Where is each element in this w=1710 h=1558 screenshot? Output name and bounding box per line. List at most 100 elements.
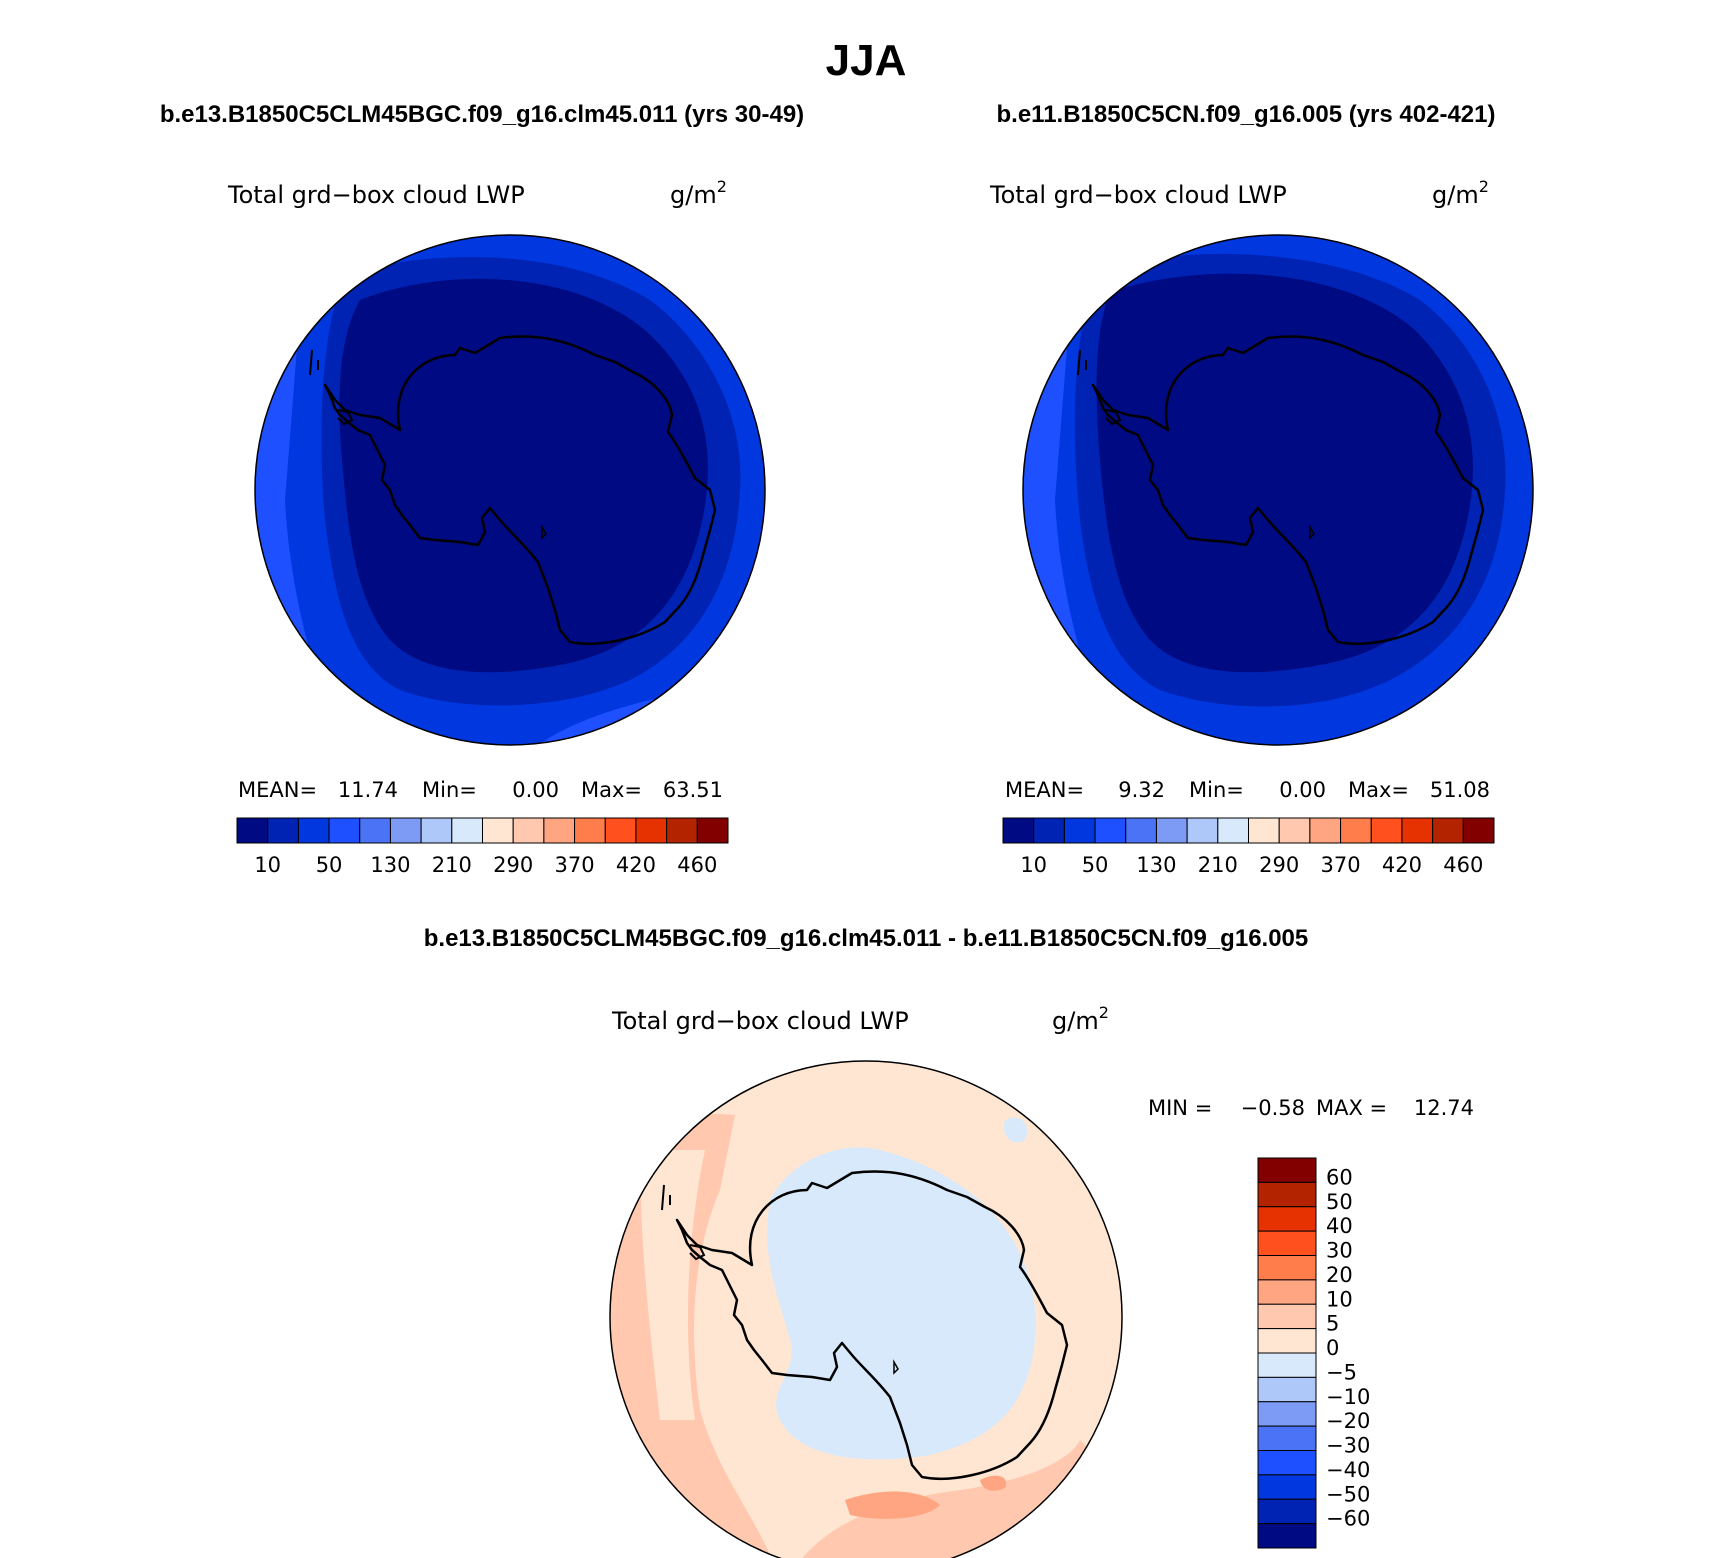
panel-b-colorbar-swatch [1309, 817, 1342, 844]
panel-a-mean-label: MEAN= [238, 778, 317, 802]
panel-c-colorbar-swatch [1257, 1303, 1317, 1330]
panel-c-colorbar-tick-label: 30 [1326, 1239, 1353, 1263]
panel-c-colorbar-tick-label: 10 [1326, 1287, 1353, 1311]
panel-c-colorbar-tick-label: 20 [1326, 1263, 1353, 1287]
panel-a-map [255, 235, 765, 745]
panel-a-mean-value: 11.74 [338, 778, 398, 802]
panel-a-colorbar-tick-label: 460 [677, 853, 717, 877]
panel-a-colorbar-swatch [297, 817, 330, 844]
panel-a-colorbar-swatch [482, 817, 514, 844]
panel-b-colorbar-tick-label: 10 [1020, 853, 1047, 877]
panel-a-colorbar-swatch [359, 817, 391, 844]
panel-a-field-core [339, 278, 708, 673]
panel-c-colorbar-swatch [1257, 1206, 1317, 1232]
panel-c-colorbar-tick-label: 60 [1326, 1165, 1353, 1189]
panel-b-case-title: b.e11.B1850C5CN.f09_g16.005 (yrs 402-421… [997, 101, 1496, 128]
panel-c-colorbar-swatch [1257, 1181, 1317, 1208]
panel-c-colorbar-tick-label: −50 [1326, 1482, 1370, 1506]
panel-b-colorbar-tick-label: 130 [1136, 853, 1176, 877]
panel-b-colorbar-tick-label: 460 [1443, 853, 1483, 877]
panel-a-colorbar: 10 50 130 210 290 370 420 460 [236, 817, 729, 877]
panel-c-variable: Total grd−box cloud LWP [611, 1007, 909, 1035]
panel-b-colorbar-tick-label: 50 [1082, 853, 1109, 877]
panel-b: b.e11.B1850C5CN.f09_g16.005 (yrs 402-421… [989, 101, 1534, 877]
panel-b-units-exp: 2 [1479, 177, 1489, 196]
panel-b-colorbar: 10 50 130 210 290 370 420 460 [1002, 817, 1495, 877]
panel-a-colorbar-tick-label: 210 [432, 853, 472, 877]
panel-c-map-border [609, 1060, 1123, 1558]
panel-a-colorbar-tick-label: 370 [555, 853, 595, 877]
panel-a-colorbar-swatch [328, 817, 361, 844]
panel-b-colorbar-swatch [1002, 817, 1035, 844]
panel-b-colorbar-swatch [1186, 817, 1219, 844]
panel-c-units-exp: 2 [1099, 1003, 1109, 1022]
panel-b-colorbar-swatch [1217, 817, 1249, 844]
panel-b-colorbar-swatch [1063, 817, 1096, 844]
panel-c-colorbar-tick-label: 0 [1326, 1336, 1339, 1360]
panel-c-colorbar-swatch [1257, 1401, 1317, 1427]
panel-b-max-value: 51.08 [1430, 778, 1490, 802]
panel-a-colorbar-swatch [236, 817, 269, 844]
panel-c-colorbar-swatch [1257, 1523, 1317, 1549]
panel-a-colorbar-swatch [604, 817, 637, 844]
panel-b-colorbar-swatch [1155, 817, 1188, 844]
panel-c-colorbar-swatch [1257, 1279, 1317, 1305]
panel-a-variable: Total grd−box cloud LWP [227, 181, 525, 209]
panel-a-colorbar-swatch [543, 817, 576, 844]
panel-a-min-label: Min= [422, 778, 477, 802]
panel-b-colorbar-swatch [1033, 817, 1065, 844]
panel-c: b.e13.B1850C5CLM45BGC.f09_g16.clm45.011 … [424, 925, 1474, 1558]
panel-b-colorbar-swatch [1370, 817, 1403, 844]
panel-b-mean-label: MEAN= [1005, 778, 1084, 802]
panel-c-colorbar-tick-label: −20 [1326, 1409, 1370, 1433]
panel-b-colorbar-swatch [1248, 817, 1280, 844]
panel-a-colorbar-swatch [666, 817, 698, 844]
panel-c-minmax: MIN = −0.58 MAX = 12.74 [1148, 1096, 1474, 1120]
panel-c-colorbar-tick-label: 5 [1326, 1312, 1339, 1336]
panel-a-colorbar-tick-label: 10 [254, 853, 281, 877]
panel-a-colorbar-swatch [574, 817, 606, 844]
panel-a-colorbar-swatch [696, 817, 729, 844]
panel-c-field-negative-east [1003, 1117, 1028, 1143]
panel-b-min-label: Min= [1189, 778, 1244, 802]
panel-b-colorbar-tick-label: 420 [1382, 853, 1422, 877]
panel-c-colorbar-swatch [1257, 1157, 1317, 1183]
panel-b-colorbar-swatch [1278, 817, 1311, 844]
panel-c-colorbar-swatch [1257, 1450, 1317, 1476]
panel-a-colorbar-tick-label: 420 [616, 853, 656, 877]
panel-a-colorbar-tick-label: 130 [370, 853, 410, 877]
panel-c-field-south-strong-2 [980, 1475, 1006, 1491]
panel-c-colorbar-swatch [1257, 1328, 1317, 1354]
panel-b-stats: MEAN= 9.32 Min= 0.00 Max= 51.08 [1005, 778, 1490, 802]
panel-c-max-value: 12.74 [1414, 1096, 1474, 1120]
panel-a-case-title: b.e13.B1850C5CLM45BGC.f09_g16.clm45.011 … [160, 101, 804, 128]
panel-b-map-border [1022, 234, 1534, 746]
panel-b-colorbar-swatch [1462, 817, 1495, 844]
panel-c-colorbar-tick-label: −30 [1326, 1434, 1370, 1458]
panel-a-colorbar-swatch [512, 817, 545, 844]
panel-c-case-title: b.e13.B1850C5CLM45BGC.f09_g16.clm45.011 … [424, 925, 1309, 952]
panel-a-max-value: 63.51 [663, 778, 723, 802]
panel-b-colorbar-tick-label: 290 [1259, 853, 1299, 877]
panel-c-min-label: MIN = [1148, 1096, 1212, 1120]
panel-a-colorbar-swatch [267, 817, 299, 844]
panel-b-max-label: Max= [1348, 778, 1409, 802]
panel-b-field-core [1096, 273, 1473, 673]
panel-b-colorbar-swatch [1401, 817, 1434, 844]
panel-c-colorbar-swatch [1257, 1498, 1317, 1525]
panel-c-map [610, 1061, 1122, 1558]
panel-c-colorbar-swatch [1257, 1352, 1317, 1378]
panel-b-colorbar-swatch [1340, 817, 1372, 844]
panel-c-units: g/m2 [1052, 1003, 1109, 1035]
panel-b-min-value: 0.00 [1279, 778, 1326, 802]
panel-c-colorbar-swatch [1257, 1376, 1317, 1403]
panel-a: b.e13.B1850C5CLM45BGC.f09_g16.clm45.011 … [160, 101, 804, 877]
panel-c-field-south-strong [845, 1491, 940, 1519]
panel-b-colorbar-swatch [1432, 817, 1464, 844]
main-title: JJA [826, 36, 907, 85]
panel-a-colorbar-swatch [635, 817, 668, 844]
panel-b-mean-value: 9.32 [1118, 778, 1165, 802]
panel-c-colorbar-tick-label: −5 [1326, 1360, 1357, 1384]
